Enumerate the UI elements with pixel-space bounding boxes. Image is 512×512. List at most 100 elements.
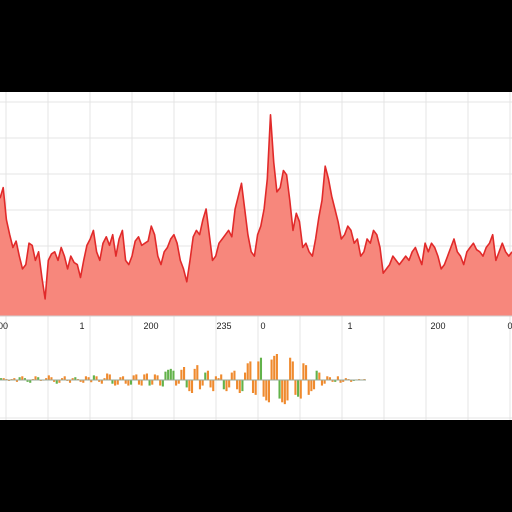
oscillation-bar bbox=[18, 377, 21, 380]
oscillation-bar bbox=[289, 357, 292, 380]
oscillation-bar bbox=[196, 365, 199, 380]
oscillation-bar bbox=[315, 370, 318, 380]
oscillation-bar bbox=[204, 372, 207, 380]
oscillation-bar bbox=[241, 380, 244, 392]
oscillation-bar bbox=[58, 380, 61, 383]
oscillation-bar bbox=[161, 380, 164, 387]
oscillation-bar bbox=[100, 380, 103, 384]
oscillation-bar bbox=[148, 380, 151, 386]
oscillation-bar bbox=[164, 371, 167, 380]
oscillation-bar bbox=[265, 380, 268, 401]
oscillation-bar bbox=[312, 380, 316, 390]
oscillation-bar bbox=[281, 380, 284, 403]
chart-panel: 00 1 200 235 0 1 200 0 bbox=[0, 92, 512, 420]
oscillation-bar bbox=[183, 367, 186, 380]
oscillation-bar bbox=[350, 380, 353, 382]
x-tick-label: 235 bbox=[216, 321, 231, 331]
oscillation-bar bbox=[127, 380, 130, 386]
oscillation-bar bbox=[320, 380, 324, 386]
oscillation-bar bbox=[21, 376, 24, 380]
oscillation-bar bbox=[291, 361, 294, 380]
oscillation-bar bbox=[79, 380, 82, 382]
area-series-line bbox=[0, 113, 512, 300]
oscillation-bar bbox=[129, 380, 133, 385]
x-tick-label: 200 bbox=[430, 321, 445, 331]
oscillation-bar bbox=[111, 380, 114, 384]
oscillation-bar bbox=[169, 368, 172, 380]
oscillation-bar bbox=[2, 378, 5, 380]
oscillation-bar bbox=[328, 377, 331, 380]
oscillation-bar bbox=[209, 380, 212, 388]
oscillation-bar bbox=[230, 372, 233, 380]
oscillation-bar bbox=[214, 376, 217, 380]
oscillation-bar bbox=[119, 377, 122, 380]
oscillation-bar bbox=[302, 363, 305, 380]
oscillation-bar bbox=[114, 380, 117, 386]
area-chart: 00 1 200 235 0 1 200 0 bbox=[0, 92, 512, 420]
oscillation-bar bbox=[228, 380, 231, 388]
oscillation-bar bbox=[153, 374, 156, 380]
oscillation-bar bbox=[145, 373, 148, 380]
x-tick-label: 00 bbox=[0, 321, 8, 331]
oscillation-bar bbox=[151, 380, 154, 385]
oscillation-bar bbox=[273, 355, 276, 380]
oscillation-bar bbox=[180, 369, 183, 380]
oscillation-bar bbox=[23, 378, 26, 380]
x-tick-label: 0 bbox=[507, 321, 512, 331]
oscillation-bar bbox=[307, 380, 310, 395]
oscillation-bar bbox=[283, 380, 286, 405]
oscillation-bar bbox=[278, 380, 281, 399]
oscillation-bar bbox=[116, 380, 119, 385]
oscillation-bar bbox=[156, 375, 159, 380]
oscillation-bar bbox=[87, 377, 90, 380]
oscillation-bar bbox=[310, 380, 313, 392]
oscillation-bar bbox=[299, 380, 302, 399]
oscillation-bar bbox=[50, 377, 53, 380]
oscillation-bar bbox=[344, 378, 347, 380]
oscillation-bar bbox=[342, 380, 345, 382]
oscillation-bar bbox=[267, 380, 270, 403]
oscillation-bar bbox=[61, 378, 64, 380]
x-tick-label: 1 bbox=[79, 321, 84, 331]
oscillation-bar bbox=[251, 380, 255, 393]
oscillation-bar bbox=[188, 380, 191, 392]
oscillation-bar bbox=[135, 374, 138, 380]
x-tick-label: 1 bbox=[347, 321, 352, 331]
oscillation-bar bbox=[98, 380, 101, 382]
oscillation-bar bbox=[29, 380, 32, 383]
oscillation-bar bbox=[225, 380, 228, 392]
oscillation-bar bbox=[331, 380, 334, 382]
oscillation-bar bbox=[0, 378, 3, 380]
oscillation-bar bbox=[334, 380, 337, 382]
oscillation-bar bbox=[159, 380, 162, 386]
oscillation-bar bbox=[53, 380, 56, 382]
oscillation-bar bbox=[15, 380, 19, 382]
oscillation-bar bbox=[193, 368, 196, 380]
oscillation-bar bbox=[305, 365, 308, 380]
x-tick-label: 200 bbox=[143, 321, 158, 331]
oscillation-bar bbox=[122, 376, 125, 380]
oscillation-bar bbox=[137, 380, 141, 385]
oscillation-bar bbox=[90, 380, 93, 383]
oscillation-bar bbox=[175, 380, 178, 386]
oscillation-bar bbox=[63, 376, 66, 380]
oscillation-bar bbox=[167, 369, 170, 380]
oscillation-bar bbox=[198, 380, 202, 390]
oscillation-bar bbox=[103, 378, 106, 380]
oscillation-bar bbox=[294, 380, 297, 395]
oscillation-bar bbox=[13, 378, 16, 380]
oscillation-bar bbox=[45, 378, 48, 380]
oscillation-bar bbox=[339, 380, 342, 383]
oscillation-bar bbox=[143, 374, 146, 380]
oscillation-bar bbox=[190, 380, 194, 393]
oscillation-bar bbox=[244, 372, 247, 380]
oscillation-bar bbox=[222, 380, 225, 390]
oscillation-bar bbox=[220, 374, 223, 380]
oscillation-bar bbox=[323, 380, 326, 384]
oscillation-bar bbox=[336, 376, 339, 380]
oscillation-bar bbox=[132, 375, 135, 380]
oscillation-bar bbox=[84, 376, 87, 380]
oscillation-bar bbox=[140, 380, 143, 386]
oscillation-bar bbox=[26, 380, 29, 382]
oscillation-bar bbox=[257, 361, 260, 380]
